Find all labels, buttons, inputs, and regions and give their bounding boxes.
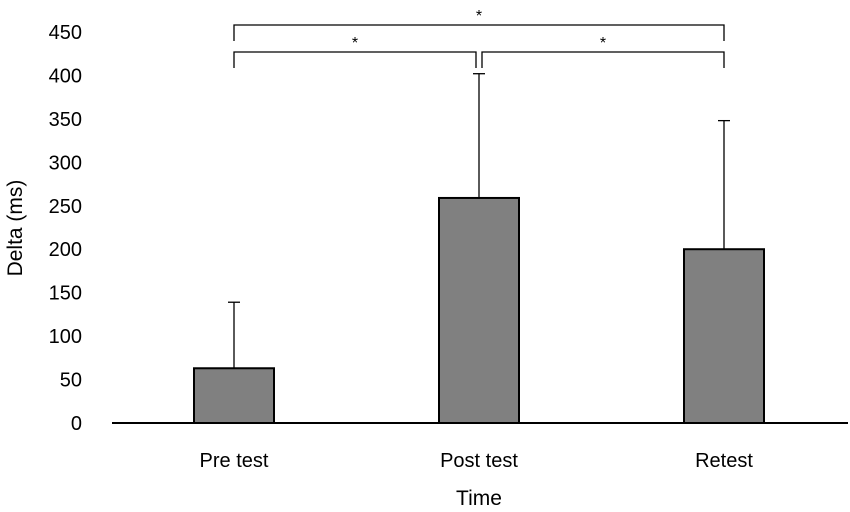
significance-bracket bbox=[233, 24, 725, 41]
y-tick-label: 250 bbox=[49, 196, 82, 218]
bar bbox=[438, 196, 520, 424]
bar bbox=[683, 248, 765, 424]
y-tick-label: 400 bbox=[49, 65, 82, 87]
bar bbox=[193, 367, 275, 425]
significance-brackets: * * * bbox=[233, 8, 725, 68]
bars-group bbox=[193, 196, 765, 425]
significance-bracket bbox=[233, 51, 477, 68]
y-tick-label: 150 bbox=[49, 283, 82, 305]
x-tick-label: Pre test bbox=[200, 450, 269, 472]
y-tick-label: 200 bbox=[49, 239, 82, 261]
significance-star: * bbox=[600, 35, 606, 52]
y-tick-label: 0 bbox=[71, 413, 82, 435]
category-labels: Pre test Post test Retest bbox=[200, 450, 754, 472]
error-bars-group bbox=[228, 73, 730, 369]
y-tick-label: 350 bbox=[49, 109, 82, 131]
significance-bracket bbox=[481, 51, 725, 68]
significance-star: * bbox=[352, 35, 358, 52]
y-tick-label: 300 bbox=[49, 152, 82, 174]
y-tick-label: 450 bbox=[49, 22, 82, 44]
x-axis-label: Time bbox=[456, 487, 502, 510]
x-tick-label: Post test bbox=[440, 450, 518, 472]
y-tick-label: 100 bbox=[49, 326, 82, 348]
significance-star: * bbox=[476, 8, 482, 25]
x-tick-label: Retest bbox=[695, 450, 753, 472]
y-axis-ticks: 0 50 100 150 200 250 300 350 400 450 bbox=[49, 22, 82, 435]
y-tick-label: 50 bbox=[60, 370, 82, 392]
y-axis-label: Delta (ms) bbox=[4, 180, 27, 277]
